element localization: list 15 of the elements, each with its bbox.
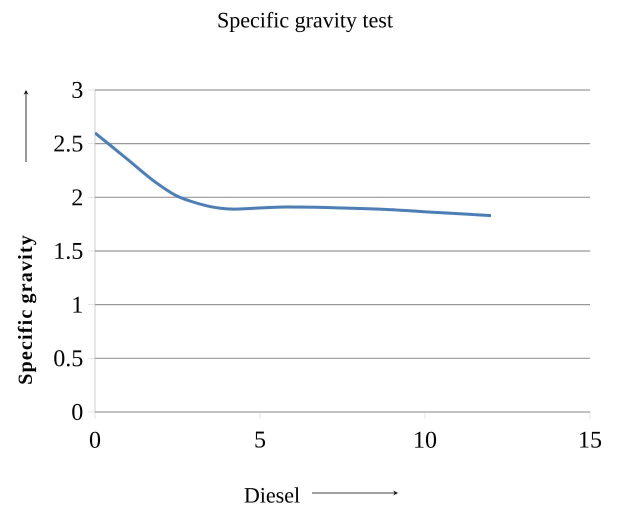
y-tick-label: 1 [73, 296, 82, 313]
y-tick-label: 3 [72, 82, 82, 98]
y-axis-title: Specific gravity [18, 235, 36, 384]
chart-title: Specific gravity test [218, 12, 393, 32]
x-tick-label: 5 [255, 432, 266, 448]
y-tick-label: 0.5 [54, 350, 82, 366]
x-axis-title: Diesel [244, 487, 300, 503]
x-tick-label: 0 [90, 432, 100, 448]
y-tick-label: 2 [72, 189, 82, 206]
x-tick-label: 10 [415, 432, 436, 448]
x-tick-label: 15 [580, 432, 602, 448]
line-series [95, 131, 492, 218]
y-tick-label: 2.5 [54, 136, 82, 152]
y-tick-label: 1.5 [55, 242, 82, 260]
y-tick-label: 0 [72, 404, 82, 420]
